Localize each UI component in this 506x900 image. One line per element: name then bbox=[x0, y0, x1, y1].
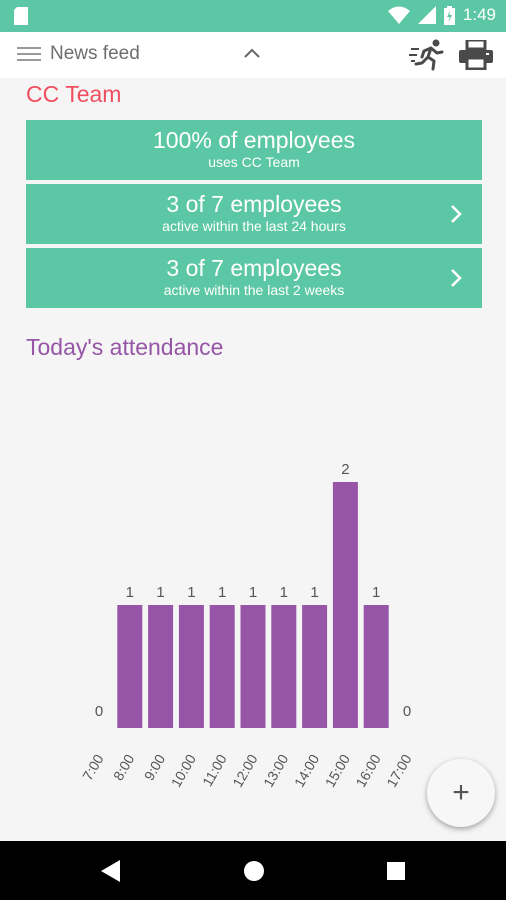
plus-icon: + bbox=[452, 776, 470, 809]
x-tick-label: 9:00 bbox=[141, 751, 169, 783]
data-label: 0 bbox=[403, 703, 411, 720]
bar-14:00 bbox=[302, 605, 328, 728]
recents-icon[interactable] bbox=[387, 862, 405, 880]
bar-12:00 bbox=[240, 605, 266, 728]
data-label: 2 bbox=[341, 461, 349, 478]
stat-subtitle: uses CC Team bbox=[208, 154, 300, 170]
signal-icon bbox=[417, 6, 436, 24]
x-tick-label: 13:00 bbox=[260, 751, 291, 790]
bar-10:00 bbox=[178, 605, 204, 728]
x-tick-label: 16:00 bbox=[352, 751, 383, 790]
sd-card-icon bbox=[14, 7, 28, 25]
add-button[interactable]: + bbox=[427, 759, 495, 827]
attendance-chart: 07:0018:0019:00110:00111:00112:00113:001… bbox=[79, 461, 415, 790]
usage-stat-card: 100% of employees uses CC Team bbox=[26, 120, 482, 180]
data-label: 1 bbox=[310, 584, 318, 601]
data-label: 1 bbox=[249, 584, 257, 601]
data-label: 1 bbox=[218, 584, 226, 601]
data-label: 1 bbox=[126, 584, 134, 601]
chevron-right-icon bbox=[451, 269, 462, 287]
home-icon[interactable] bbox=[243, 860, 265, 882]
status-bar: 1:49 bbox=[0, 0, 506, 32]
stat-title: 3 of 7 employees bbox=[166, 191, 342, 217]
navigation-bar bbox=[0, 841, 506, 900]
wifi-icon bbox=[387, 6, 410, 24]
back-icon[interactable] bbox=[101, 860, 121, 882]
chevron-right-icon bbox=[451, 205, 462, 223]
data-label: 1 bbox=[156, 584, 164, 601]
x-tick-label: 17:00 bbox=[383, 751, 414, 790]
x-tick-label: 10:00 bbox=[168, 751, 199, 790]
x-tick-label: 8:00 bbox=[110, 751, 138, 783]
stat-subtitle: active within the last 24 hours bbox=[162, 218, 346, 234]
x-tick-label: 14:00 bbox=[291, 751, 322, 790]
page-title[interactable]: News feed bbox=[50, 43, 140, 64]
attendance-heading: Today's attendance bbox=[26, 334, 224, 360]
data-label: 1 bbox=[280, 584, 288, 601]
x-tick-label: 15:00 bbox=[322, 751, 353, 790]
x-tick-label: 11:00 bbox=[199, 751, 230, 789]
x-tick-label: 7:00 bbox=[79, 751, 107, 783]
printer-icon[interactable] bbox=[459, 40, 493, 70]
stat-subtitle: active within the last 2 weeks bbox=[163, 282, 345, 298]
running-person-icon[interactable] bbox=[409, 39, 445, 71]
bar-8:00 bbox=[117, 605, 143, 728]
bar-11:00 bbox=[209, 605, 235, 728]
stat-title: 100% of employees bbox=[152, 127, 355, 153]
active-24h-stat-card[interactable]: 3 of 7 employees active within the last … bbox=[26, 184, 482, 244]
active-2w-stat-card[interactable]: 3 of 7 employees active within the last … bbox=[26, 248, 482, 308]
data-label: 1 bbox=[187, 584, 195, 601]
cc-team-heading: CC Team bbox=[26, 81, 122, 107]
bar-13:00 bbox=[271, 605, 297, 728]
stat-title: 3 of 7 employees bbox=[166, 255, 342, 281]
battery-icon bbox=[443, 5, 455, 25]
status-time: 1:49 bbox=[462, 5, 496, 24]
data-label: 0 bbox=[95, 703, 103, 720]
bar-9:00 bbox=[148, 605, 174, 728]
chevron-up-icon[interactable] bbox=[243, 46, 261, 60]
bar-16:00 bbox=[363, 605, 389, 728]
data-label: 1 bbox=[372, 584, 380, 601]
app-bar: News feed bbox=[0, 32, 506, 78]
bar-15:00 bbox=[332, 482, 358, 728]
menu-icon[interactable] bbox=[17, 47, 41, 63]
x-tick-label: 12:00 bbox=[229, 751, 260, 790]
